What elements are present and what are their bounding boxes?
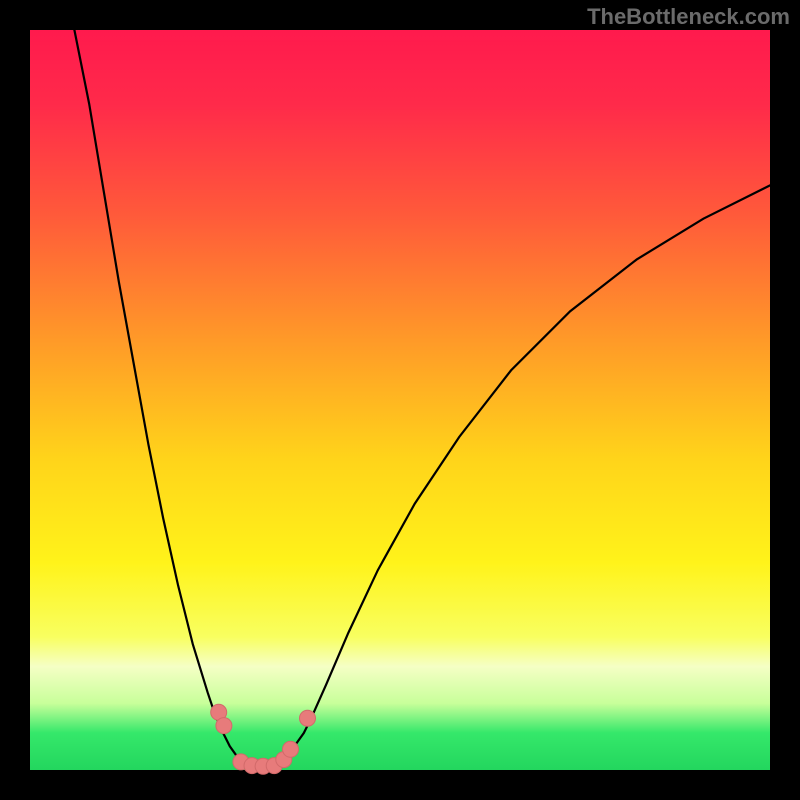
chart-container: TheBottleneck.com (0, 0, 800, 800)
curve-marker (216, 718, 232, 734)
watermark-text: TheBottleneck.com (587, 4, 790, 30)
plot-layer (74, 30, 770, 774)
curve-marker (283, 741, 299, 757)
bottleneck-curve (74, 30, 770, 766)
curve-marker (300, 710, 316, 726)
bottleneck-curve-plot (0, 0, 800, 800)
